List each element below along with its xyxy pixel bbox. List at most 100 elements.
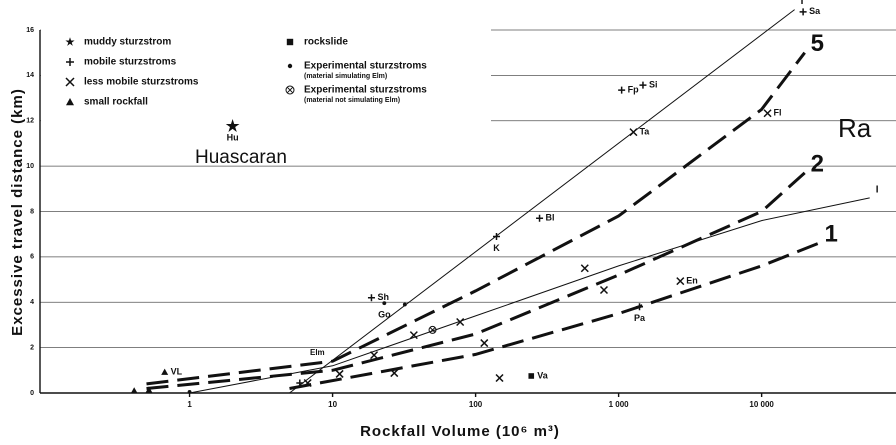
marker-triangle bbox=[145, 386, 153, 393]
x-tick-label: 1 bbox=[187, 400, 192, 409]
legend-label: Experimental sturzstroms bbox=[304, 61, 427, 72]
y-tick-label: 8 bbox=[30, 208, 34, 215]
marker-star bbox=[225, 119, 240, 132]
cross bbox=[495, 373, 504, 383]
y-tick-label: 4 bbox=[30, 299, 34, 306]
marker-cross bbox=[456, 317, 465, 327]
legend-note: (material simulating Elm) bbox=[304, 73, 387, 80]
marker-triangle bbox=[130, 387, 138, 394]
plus bbox=[296, 379, 304, 387]
legend-box bbox=[41, 26, 491, 126]
curve-label: 1 bbox=[825, 221, 838, 248]
marker-dot bbox=[402, 302, 407, 307]
point-label: En bbox=[686, 276, 698, 286]
cross bbox=[599, 285, 609, 295]
marker-cross bbox=[580, 264, 589, 273]
cross bbox=[456, 317, 465, 327]
cross bbox=[676, 277, 685, 286]
y-tick-label: 14 bbox=[26, 72, 34, 79]
x-tick-label: 10 000 bbox=[749, 400, 774, 409]
cross bbox=[390, 369, 399, 378]
curve bbox=[289, 9, 795, 394]
marker-cross bbox=[676, 277, 685, 286]
plus bbox=[799, 8, 807, 16]
plus bbox=[492, 232, 500, 240]
dot bbox=[382, 301, 387, 306]
legend-label: rockslide bbox=[304, 37, 348, 48]
x-axis-label: Rockfall Volume (10⁶ m³) bbox=[360, 423, 560, 440]
marker-square bbox=[528, 373, 535, 379]
point-label: Si bbox=[649, 80, 658, 90]
marker-dot bbox=[287, 63, 293, 69]
y-tick-label: 16 bbox=[26, 27, 34, 34]
marker-cross bbox=[599, 285, 609, 295]
triangle bbox=[130, 387, 138, 394]
marker-cross bbox=[303, 378, 312, 388]
star bbox=[225, 119, 240, 132]
curve-label: 2 bbox=[811, 150, 824, 177]
curve-label: 5 bbox=[811, 30, 824, 57]
curve-label: I bbox=[876, 185, 879, 196]
marker-plus bbox=[492, 232, 500, 240]
y-tick-label: 0 bbox=[30, 390, 34, 397]
point-label: Ta bbox=[639, 126, 650, 136]
square bbox=[528, 373, 535, 379]
marker-plus bbox=[618, 86, 626, 94]
marker-plus bbox=[799, 8, 807, 16]
plus bbox=[367, 294, 375, 302]
point-label: Bl bbox=[546, 213, 555, 223]
legend-label: Experimental sturzstroms bbox=[304, 85, 427, 96]
y-tick-label: 2 bbox=[30, 344, 34, 351]
marker-cross bbox=[65, 77, 75, 87]
ring-cross bbox=[429, 327, 436, 333]
curve-label: I bbox=[801, 0, 804, 7]
marker-dot bbox=[382, 301, 387, 306]
marker-cross bbox=[480, 339, 489, 348]
y-tick-label: 6 bbox=[30, 254, 34, 261]
point-label: Sa bbox=[809, 6, 821, 16]
star bbox=[65, 37, 75, 46]
dot bbox=[287, 63, 293, 69]
cross bbox=[303, 378, 312, 388]
point-label: Pa bbox=[634, 313, 646, 323]
y-axis-label: Excessive travel distance (km) bbox=[9, 88, 26, 336]
curve bbox=[289, 241, 820, 390]
dot bbox=[187, 389, 192, 394]
triangle bbox=[145, 386, 153, 393]
marker-cross bbox=[495, 373, 504, 383]
marker-dot bbox=[187, 389, 192, 394]
x-tick-label: 10 bbox=[328, 400, 337, 409]
cross bbox=[629, 128, 638, 137]
marker-plus bbox=[296, 379, 304, 387]
plus bbox=[618, 86, 626, 94]
cross bbox=[580, 264, 589, 273]
y-tick-label: 12 bbox=[26, 118, 34, 125]
marker-plus bbox=[66, 58, 74, 66]
cross bbox=[370, 351, 379, 360]
point-label: Fp bbox=[628, 84, 639, 94]
cross bbox=[65, 77, 75, 87]
dot bbox=[402, 302, 407, 307]
ring bbox=[285, 85, 295, 95]
plus bbox=[536, 214, 544, 222]
marker-otimes bbox=[285, 85, 295, 95]
plus bbox=[639, 81, 647, 89]
cross bbox=[335, 369, 344, 378]
marker-cross bbox=[763, 109, 772, 118]
annotation: Elm bbox=[310, 348, 325, 357]
cross bbox=[763, 109, 772, 118]
point-label: K bbox=[493, 243, 500, 253]
plus bbox=[66, 58, 74, 66]
x-tick-label: 1 000 bbox=[609, 400, 630, 409]
ring-cross bbox=[286, 86, 294, 94]
marker-plus bbox=[639, 81, 647, 89]
marker-plus bbox=[536, 214, 544, 222]
marker-triangle bbox=[66, 98, 74, 106]
marker-cross bbox=[629, 128, 638, 137]
marker-cross bbox=[409, 331, 418, 340]
curve bbox=[146, 51, 806, 386]
legend-label: mobile sturzstroms bbox=[84, 57, 177, 68]
point-label: Va bbox=[537, 370, 549, 380]
marker-star bbox=[65, 37, 75, 46]
point-label: Sh bbox=[377, 292, 389, 302]
